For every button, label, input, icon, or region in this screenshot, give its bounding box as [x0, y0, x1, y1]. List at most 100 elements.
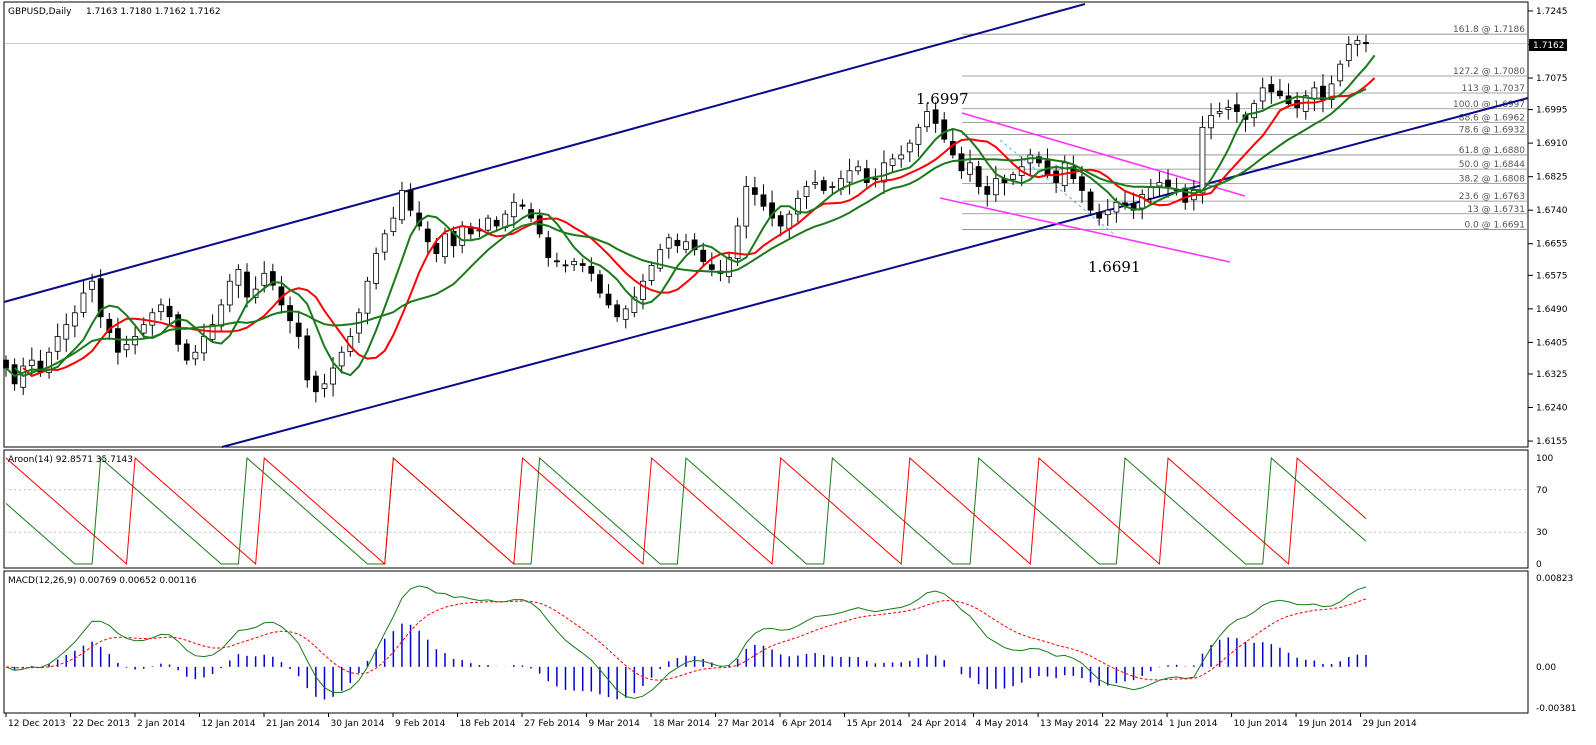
macd-title: MACD(12,26,9) 0.00769 0.00652 0.00116: [8, 576, 197, 586]
candle-bull: [1251, 103, 1258, 119]
candle-bull: [846, 170, 853, 183]
falling-channel-upper: [961, 112, 1246, 197]
candle-bear: [269, 271, 276, 286]
candle-bear: [769, 202, 775, 219]
candle-bull: [89, 280, 95, 290]
fib-swing-line: [999, 139, 1116, 236]
candle-bear: [545, 237, 552, 258]
ma-slow-line: [5, 88, 1367, 378]
candle-bull: [1199, 126, 1206, 194]
candle-bull: [665, 237, 672, 249]
candle-bull: [80, 292, 87, 313]
candle-bull: [1345, 44, 1352, 62]
x-tick-label: 19 Jun 2014: [1298, 719, 1352, 729]
candle-bear: [1165, 179, 1171, 187]
candle-bull: [1208, 115, 1214, 129]
candle-bull: [631, 296, 638, 313]
macd-line: [5, 585, 1367, 699]
candle-bull: [640, 280, 646, 300]
candle-bull: [132, 336, 139, 346]
macd-y-tick-label: 0.00: [1536, 663, 1556, 673]
candle-bull: [881, 162, 887, 183]
price-y-tick-label: 1.7245: [1536, 7, 1568, 17]
candle-bull: [734, 225, 741, 259]
candle-bull: [1139, 194, 1146, 209]
candle-bear: [760, 194, 767, 207]
macd-panel-frame: [3, 570, 1529, 714]
candle-bear: [3, 359, 9, 369]
price-y-tick-label: 1.6995: [1536, 106, 1568, 116]
x-tick-label: 24 Apr 2014: [911, 719, 967, 729]
candle-bull: [226, 280, 233, 306]
candle-bear: [597, 274, 603, 294]
price-y-tick-label: 1.6490: [1536, 305, 1568, 315]
candle-bear: [691, 239, 698, 251]
candle-bull: [390, 217, 397, 232]
candle-bear: [304, 335, 311, 381]
candle-bull: [1010, 174, 1016, 180]
candle-bull: [1156, 182, 1163, 187]
fib-level-label: 161.8 @ 1.7186: [1453, 25, 1525, 35]
x-tick-label: 30 Jan 2014: [331, 719, 385, 729]
fib-level-label: 78.6 @ 1.6932: [1459, 125, 1525, 135]
fib-level-label: 113 @ 1.7037: [1462, 84, 1525, 94]
candle-bull: [1311, 87, 1318, 100]
current-price-label: 1.7162: [1533, 41, 1565, 51]
candle-bear: [562, 264, 569, 267]
candle-bear: [295, 322, 302, 337]
candle-bear: [287, 305, 293, 322]
fib-level-label: 23.6 @ 1.6763: [1459, 192, 1525, 202]
current-price-tag: [1529, 39, 1567, 51]
price-panel-frame: [3, 1, 1529, 448]
candle-bear: [975, 166, 982, 187]
ma-green-line: [13, 54, 1376, 378]
candle-bull: [338, 351, 345, 367]
price-y-tick-label: 1.6740: [1536, 206, 1568, 216]
aroon-layer: [4, 456, 1528, 566]
candle-bull: [803, 186, 810, 197]
candle-bear: [579, 263, 586, 266]
candle-bear: [1053, 170, 1060, 183]
candle-bull: [218, 304, 225, 327]
candle-bear: [1277, 90, 1283, 97]
candle-bull: [485, 217, 491, 231]
candle-bull: [373, 253, 380, 284]
candle-bull: [829, 186, 836, 188]
candle-bull: [812, 182, 819, 185]
candle-bull: [889, 158, 896, 166]
candle-bull: [235, 268, 242, 286]
candle-bull: [1337, 63, 1344, 82]
falling-channel-lower: [939, 197, 1231, 263]
candle-bull: [321, 383, 328, 389]
candle-bull: [1225, 107, 1232, 110]
candle-bull: [622, 308, 629, 320]
candle-bull: [1354, 40, 1361, 45]
candle-bull: [459, 225, 466, 246]
candle-bear: [1087, 191, 1094, 211]
candle-bear: [708, 264, 715, 270]
x-tick-label: 29 Jun 2014: [1363, 719, 1417, 729]
candle-bull: [381, 233, 388, 253]
ohlc-readout: 1.7163 1.7180 1.7162 1.7162: [86, 7, 221, 17]
candle-bear: [106, 318, 113, 333]
price-y-tick-label: 1.7075: [1536, 74, 1568, 84]
candle-bear: [941, 119, 948, 140]
candle-bull: [992, 178, 999, 196]
candle-bull: [657, 249, 664, 269]
swing-low-label: 1.6691: [1088, 258, 1141, 276]
x-tick-label: 27 Mar 2014: [718, 719, 775, 729]
fib-level-label: 13 @ 1.6731: [1467, 205, 1525, 215]
candle-bear: [407, 189, 414, 211]
candle-bear: [97, 278, 104, 318]
candle-bear: [433, 242, 440, 255]
candle-bull: [924, 111, 930, 128]
channel-upper-line: [3, 3, 1086, 303]
x-tick-label: 9 Mar 2014: [589, 719, 641, 729]
candle-bear: [450, 231, 457, 247]
swing-high-label: 1.6997: [916, 90, 969, 108]
aroon-up-line: [5, 456, 1367, 565]
price-y-tick-label: 1.6325: [1536, 370, 1568, 380]
x-tick-label: 13 May 2014: [1040, 719, 1099, 729]
candle-bull: [1147, 186, 1154, 199]
price-y-tick-label: 1.6405: [1536, 338, 1568, 348]
